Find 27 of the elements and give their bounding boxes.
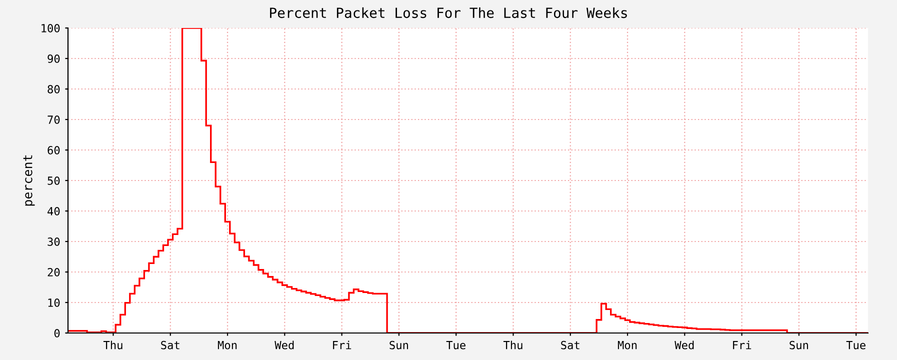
y-tick-label: 10 [48, 298, 60, 307]
y-tick-label: 100 [42, 24, 60, 32]
x-tick-label: Mon [218, 341, 237, 350]
y-tick-label: 30 [48, 238, 60, 246]
y-tick-label: 70 [48, 116, 60, 124]
y-tick-label: 60 [48, 146, 60, 154]
x-tick-label: Thu [103, 340, 122, 350]
x-tick-label: Sat [161, 340, 180, 350]
x-tick-label: Sun [790, 340, 808, 350]
y-tick-label: 50 [48, 176, 60, 185]
y-tick-label: 40 [48, 207, 60, 216]
x-tick-label: Mon [618, 341, 637, 350]
chart-title: Percent Packet Loss For The Last Four Weeks [270, 7, 627, 18]
y-tick-label: 80 [48, 85, 60, 94]
x-tick-label: Fri [733, 340, 752, 350]
x-tick-label: Thu [503, 340, 522, 350]
x-tick-label: Fri [333, 340, 352, 350]
y-axis-title: percent [23, 155, 35, 206]
x-tick-label: Sun [390, 340, 408, 350]
x-tick-label: Wed [274, 340, 294, 350]
x-tick-label: Wed [674, 340, 694, 350]
x-tick-label: Sat [561, 340, 580, 350]
x-tick-label: Tue [446, 341, 466, 350]
x-tick-label: Tue [846, 341, 866, 350]
y-tick-label: 0 [54, 329, 60, 338]
y-tick-label: 20 [48, 268, 60, 276]
y-tick-label: 90 [48, 54, 60, 63]
